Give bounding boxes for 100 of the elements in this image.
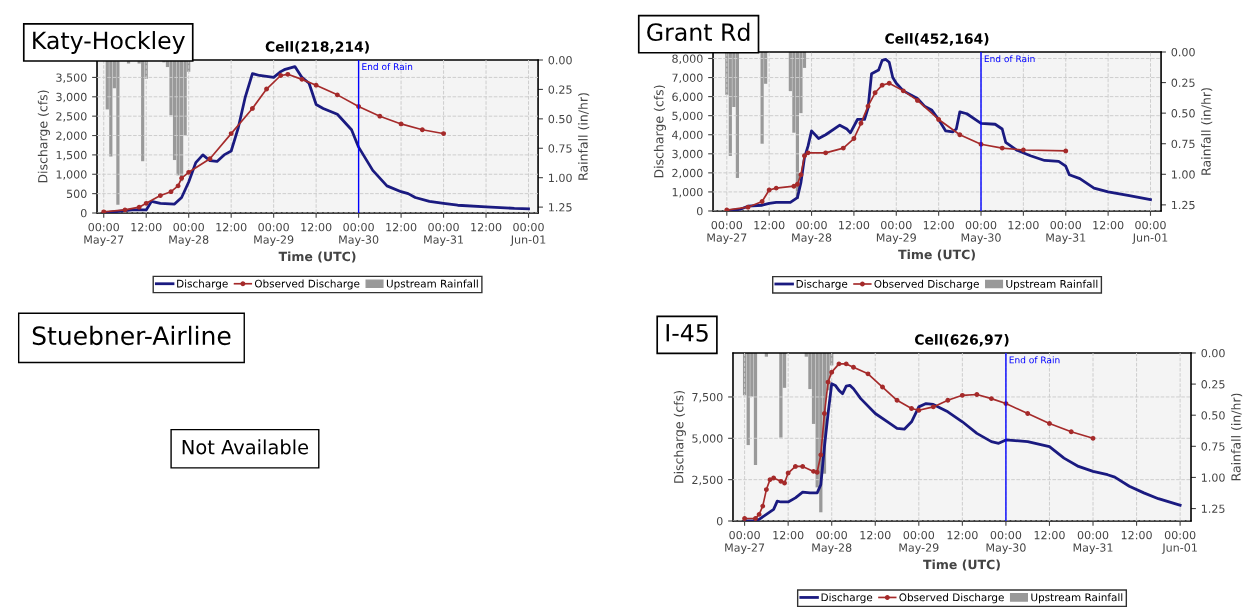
y2-tick-label: 0.25 xyxy=(548,85,572,94)
y-tick-label: 1,000 xyxy=(56,170,87,180)
y-tick-label: 2,500 xyxy=(692,475,723,486)
x-tick-label: 12:00 xyxy=(754,220,785,230)
text: I-45 xyxy=(666,324,708,342)
y-axis-title: Discharge (cfs) xyxy=(653,85,666,178)
y-tick-label: 7,500 xyxy=(692,392,723,403)
x-tick-label: 00:00 Jun-01 xyxy=(1161,530,1197,554)
y2-tick-label: 1.00 xyxy=(1172,170,1195,179)
y2-tick-label: 0.75 xyxy=(548,144,572,153)
x-tick-label: 12:00 xyxy=(386,222,417,232)
x-axis-title: Time (UTC) xyxy=(923,559,1000,571)
y-axis-title: Discharge (cfs) xyxy=(37,90,50,183)
y-tick-label: 3,000 xyxy=(672,149,703,160)
y-tick-label: 4,000 xyxy=(672,130,703,141)
x-tick-label: 00:00 May-27 xyxy=(707,220,747,244)
y-tick-label: 2,000 xyxy=(672,168,703,179)
legend-label: Discharge xyxy=(177,279,228,290)
x-tick-label: 00:00 May-28 xyxy=(169,222,209,246)
x-tick-label: 00:00 May-31 xyxy=(1073,530,1113,554)
y2-tick-label: 0.25 xyxy=(1201,380,1225,389)
y-tick-label: 3,500 xyxy=(56,73,87,83)
y2-tick-label: 0.75 xyxy=(1171,139,1195,149)
legend-label: Upstream Rainfall xyxy=(386,279,478,290)
x-tick-label: 12:00 xyxy=(923,220,954,230)
y-tick-label: 3,000 xyxy=(56,92,87,103)
x-tick-label: 00:00 May-28 xyxy=(812,530,852,554)
y-tick-label: 2,000 xyxy=(56,131,87,142)
text: Not Available xyxy=(182,439,309,455)
y-tick-label: 2,500 xyxy=(56,112,87,122)
x-tick-label: 12:00 xyxy=(301,222,332,232)
y-tick-label: 5,000 xyxy=(692,434,723,444)
y2-axis-title: Rainfall (in/hr) xyxy=(1231,393,1243,481)
y2-tick-label: 0.00 xyxy=(1201,348,1225,358)
x-tick-label: 00:00 May-27 xyxy=(725,530,765,554)
y-tick-label: 0 xyxy=(696,206,703,216)
y2-axis-title: Rainfall (in/hr) xyxy=(1201,88,1213,175)
x-tick-label: 12:00 xyxy=(471,222,502,232)
x-tick-label: 00:00 May-30 xyxy=(986,530,1026,554)
text: Katy-Hockley xyxy=(33,31,185,54)
x-tick-label: 12:00 xyxy=(773,530,804,540)
legend-label: Observed Discharge xyxy=(874,279,979,290)
text: Grant Rd xyxy=(647,22,750,42)
y2-tick-label: 0.50 xyxy=(1201,411,1225,420)
legend-label: Upstream Rainfall xyxy=(1031,593,1123,604)
x-tick-label: 00:00 May-30 xyxy=(961,220,1001,244)
x-tick-label: 00:00 May-27 xyxy=(84,222,124,246)
legend-label: Observed Discharge xyxy=(899,593,1004,604)
ref-line-label: End of Rain xyxy=(984,55,1035,63)
chart-title: Cell(452,164) xyxy=(885,33,989,46)
y2-tick-label: 0.50 xyxy=(1171,109,1195,118)
y-tick-label: 0 xyxy=(80,208,87,218)
y2-tick-label: 1.25 xyxy=(549,203,572,212)
y2-tick-label: 1.00 xyxy=(1201,473,1225,482)
x-axis-title: Time (UTC) xyxy=(898,249,975,261)
x-tick-label: 12:00 xyxy=(1034,530,1065,540)
text: Stuebner-Airline xyxy=(32,325,231,346)
x-tick-label: 00:00 May-29 xyxy=(254,222,294,246)
y-tick-label: 7,000 xyxy=(672,73,703,84)
x-axis-title: Time (UTC) xyxy=(278,251,356,263)
y2-tick-label: 1.25 xyxy=(1172,200,1195,210)
x-tick-label: 12:00 xyxy=(1008,220,1039,230)
x-tick-label: 00:00 May-29 xyxy=(899,530,939,554)
legend-label: Upstream Rainfall xyxy=(1006,279,1098,290)
y2-tick-label: 0.00 xyxy=(548,55,572,65)
x-tick-label: 12:00 xyxy=(1093,220,1124,230)
y-tick-label: 1,000 xyxy=(672,187,703,198)
y2-tick-label: 1.00 xyxy=(549,173,572,183)
x-tick-label: 12:00 xyxy=(131,222,162,232)
y2-tick-label: 0.75 xyxy=(1201,442,1225,451)
ref-line-label: End of Rain xyxy=(1009,356,1060,364)
y-tick-label: 6,000 xyxy=(672,92,703,103)
x-tick-label: 00:00 May-31 xyxy=(1046,220,1086,244)
chart-title: Cell(218,214) xyxy=(265,41,369,54)
legend-label: Discharge xyxy=(821,593,873,604)
x-tick-label: 00:00 May-30 xyxy=(339,222,379,246)
y-tick-label: 0 xyxy=(716,516,723,526)
y-tick-label: 500 xyxy=(66,189,87,199)
y-tick-label: 8,000 xyxy=(672,54,703,64)
legend-label: Observed Discharge xyxy=(254,279,360,290)
x-tick-label: 12:00 xyxy=(860,530,891,540)
x-tick-label: 00:00 May-28 xyxy=(792,220,832,244)
y-axis-title: Discharge (cfs) xyxy=(673,391,686,483)
chart-title: Cell(626,97) xyxy=(914,334,1009,347)
y2-axis-title: Rainfall (in/hr) xyxy=(578,93,590,180)
x-tick-label: 00:00 May-29 xyxy=(876,220,916,244)
x-tick-label: 12:00 xyxy=(839,220,870,230)
y2-tick-label: 0.00 xyxy=(1171,47,1195,57)
y-tick-label: 1,500 xyxy=(56,150,87,161)
x-tick-label: 12:00 xyxy=(1121,530,1152,540)
x-tick-label: 00:00 Jun-01 xyxy=(510,222,546,246)
y2-tick-label: 0.50 xyxy=(548,114,572,124)
x-tick-label: 00:00 May-31 xyxy=(424,222,463,246)
y2-tick-label: 1.25 xyxy=(1201,504,1225,513)
legend-label: Discharge xyxy=(796,279,848,290)
x-tick-label: 12:00 xyxy=(216,222,247,232)
ref-line-label: End of Rain xyxy=(362,63,413,71)
x-tick-label: 12:00 xyxy=(947,530,978,540)
x-tick-label: 00:00 Jun-01 xyxy=(1132,220,1168,244)
y-tick-label: 5,000 xyxy=(672,111,703,122)
